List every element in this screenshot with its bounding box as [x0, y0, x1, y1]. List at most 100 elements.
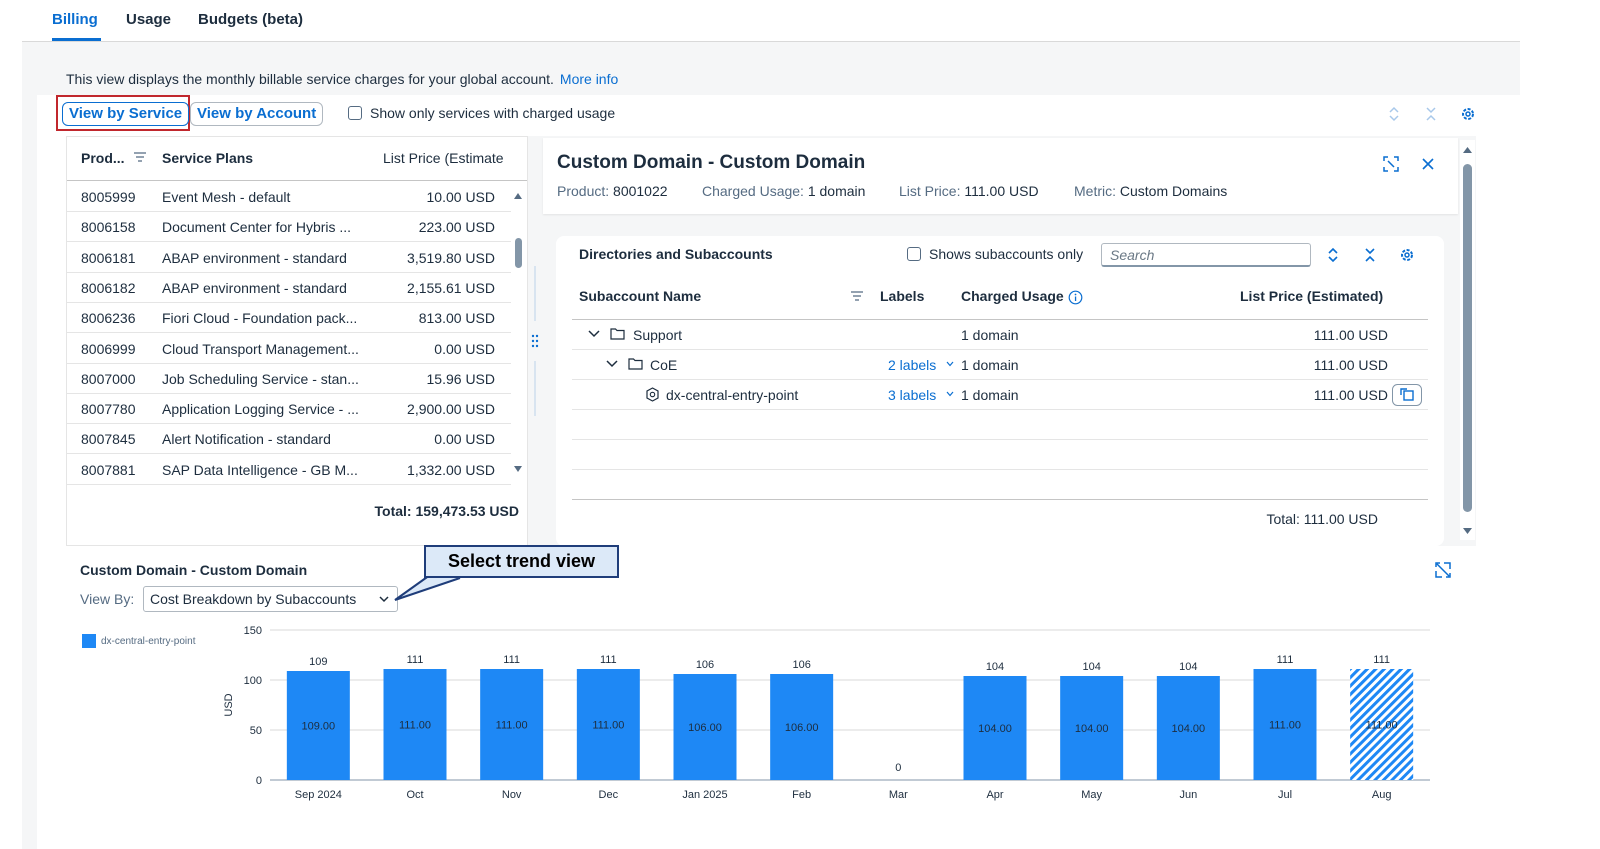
table-row[interactable]: 8006999 Cloud Transport Management... 0.00…	[67, 334, 511, 364]
collapse-all-icon[interactable]	[1422, 105, 1440, 123]
chevron-down-icon[interactable]	[946, 391, 954, 397]
tree-row-support[interactable]: Support 1 domain 111.00 USD	[572, 320, 1428, 350]
bar-value-label: 104.00	[978, 723, 1012, 735]
trend-chart: dx-central-entry-point USD 0 50 100 150 109 109…	[82, 625, 1430, 801]
header-product[interactable]: Prod...	[81, 150, 125, 166]
sort-icon[interactable]	[133, 151, 147, 163]
bar-value-label: 104.00	[1075, 723, 1109, 735]
expand-chart-icon[interactable]	[1434, 561, 1452, 579]
subaccounts-title: Directories and Subaccounts	[579, 246, 773, 262]
panel-splitter[interactable]	[527, 136, 541, 546]
header-labels[interactable]: Labels	[880, 288, 925, 304]
bar	[673, 674, 737, 780]
subaccount-search-input[interactable]: Search	[1101, 243, 1311, 267]
product-id: 8005999	[81, 189, 136, 205]
settings-icon[interactable]	[1459, 105, 1477, 123]
table-row[interactable]: 8007881 SAP Data Intelligence - GB M... 1,…	[67, 455, 511, 485]
y-axis-label: USD	[223, 693, 235, 716]
view-by-service-button[interactable]: View by Service	[62, 102, 190, 126]
x-tick-label: Feb	[792, 789, 811, 801]
collapse-all-icon[interactable]	[1361, 246, 1379, 264]
tree-row-subaccount[interactable]: dx-central-entry-point 3 labels 1 domain…	[572, 380, 1428, 410]
detail-scrollbar[interactable]	[1460, 140, 1475, 540]
x-tick-label: Oct	[406, 789, 423, 801]
tree-row-coe[interactable]: CoE 2 labels 1 domain 111.00 USD	[572, 350, 1428, 380]
chevron-down-icon[interactable]	[946, 361, 954, 367]
subaccounts-only-filter[interactable]: Shows subaccounts only	[907, 246, 1083, 262]
header-subaccount-name[interactable]: Subaccount Name	[579, 288, 702, 304]
table-row[interactable]: 8006236 Fiori Cloud - Foundation pack... 8…	[67, 303, 511, 334]
services-scrollbar[interactable]	[511, 182, 525, 482]
subaccounts-table-header: Subaccount Name Labels Charged Usage Lis…	[572, 280, 1428, 320]
empty-row	[572, 440, 1428, 470]
bar-total-label: 0	[895, 762, 901, 774]
tab-billing[interactable]: Billing	[52, 11, 98, 28]
table-row[interactable]: 8006158 Document Center for Hybris ... 223…	[67, 212, 511, 243]
expand-all-icon[interactable]	[1385, 105, 1403, 123]
close-icon[interactable]	[1419, 155, 1437, 173]
header-list-price[interactable]: List Price (Estimate	[383, 150, 503, 166]
subaccounts-only-checkbox[interactable]	[907, 247, 921, 261]
table-row[interactable]: 8007780 Application Logging Service - ...…	[67, 394, 511, 425]
tab-budgets[interactable]: Budgets (beta)	[198, 11, 303, 28]
chevron-down-icon[interactable]	[606, 360, 618, 368]
service-plan: Event Mesh - default	[162, 189, 291, 205]
header-service-plans[interactable]: Service Plans	[162, 150, 254, 166]
meta-metric-label: Metric:	[1074, 183, 1116, 199]
bar-total-label: 111	[503, 654, 520, 666]
sort-icon[interactable]	[850, 290, 864, 302]
chevron-down-icon[interactable]	[379, 596, 389, 603]
meta-product: Product: 8001022	[557, 183, 668, 199]
bar	[1156, 676, 1220, 780]
meta-product-label: Product:	[557, 183, 610, 199]
empty-row	[572, 470, 1428, 500]
service-plan: Document Center for Hybris ...	[162, 219, 352, 236]
info-icon[interactable]	[1068, 290, 1083, 305]
list-price: 10.00 USD	[426, 189, 495, 205]
legend-swatch	[82, 634, 96, 648]
table-row[interactable]: 8007000 Job Scheduling Service - stan... 1…	[67, 364, 511, 394]
table-row[interactable]: 8005999 Event Mesh - default 10.00 USD	[67, 182, 511, 212]
y-tick-label: 100	[244, 675, 262, 687]
subaccounts-card: Directories and Subaccounts Shows subacc…	[556, 236, 1444, 546]
tab-usage[interactable]: Usage	[126, 11, 172, 28]
charged-usage: 1 domain	[961, 327, 1019, 343]
charged-usage-filter[interactable]: Show only services with charged usage	[348, 105, 615, 121]
charged-usage: 1 domain	[961, 357, 1019, 373]
meta-usage: Charged Usage: 1 domain	[702, 183, 865, 199]
table-row[interactable]: 8006182 ABAP environment - standard 2,155.…	[67, 273, 511, 303]
expand-all-icon[interactable]	[1324, 246, 1342, 264]
charged-usage: 1 domain	[961, 387, 1019, 403]
list-price: 813.00 USD	[418, 310, 495, 327]
services-table: Prod... Service Plans List Price (Estima…	[66, 136, 528, 546]
labels-link[interactable]: 2 labels	[888, 357, 937, 373]
fullscreen-icon[interactable]	[1382, 155, 1400, 173]
navigate-subaccount-icon[interactable]	[1392, 384, 1422, 406]
meta-usage-value: 1 domain	[807, 183, 866, 199]
settings-icon[interactable]	[1398, 246, 1416, 264]
bar-total-label: 106	[696, 659, 714, 671]
header-list-price-estimated[interactable]: List Price (Estimated)	[1240, 288, 1384, 304]
view-by-account-button[interactable]: View by Account	[190, 102, 324, 126]
view-by-select[interactable]: Cost Breakdown by Subaccounts	[143, 586, 398, 612]
bar-value-label: 111.00	[399, 720, 431, 732]
subaccount-name[interactable]: dx-central-entry-point	[666, 387, 799, 403]
trend-title: Custom Domain - Custom Domain	[80, 562, 308, 578]
header-charged-usage[interactable]: Charged Usage	[961, 288, 1064, 304]
table-row[interactable]: 8006181 ABAP environment - standard 3,519.…	[67, 243, 511, 273]
labels-link[interactable]: 3 labels	[888, 387, 937, 403]
charged-usage-checkbox[interactable]	[348, 106, 362, 120]
x-tick-label: Jun	[1179, 789, 1197, 801]
subaccount-icon	[645, 387, 660, 402]
bar-total-label: 104	[1082, 661, 1100, 673]
chevron-down-icon[interactable]	[588, 330, 600, 338]
intro-description: This view displays the monthly billable …	[66, 71, 554, 87]
subaccounts-only-label: Shows subaccounts only	[929, 246, 1084, 262]
table-row[interactable]: 8007845 Alert Notification - standard 0.00…	[67, 424, 511, 455]
meta-price-label: List Price:	[899, 183, 961, 199]
services-total: Total: 159,473.53 USD	[374, 503, 519, 519]
service-plan: Application Logging Service - ...	[162, 401, 359, 418]
view-by-label: View By:	[80, 591, 135, 607]
list-price: 2,155.61 USD	[407, 279, 495, 296]
more-info-link[interactable]: More info	[559, 71, 619, 87]
